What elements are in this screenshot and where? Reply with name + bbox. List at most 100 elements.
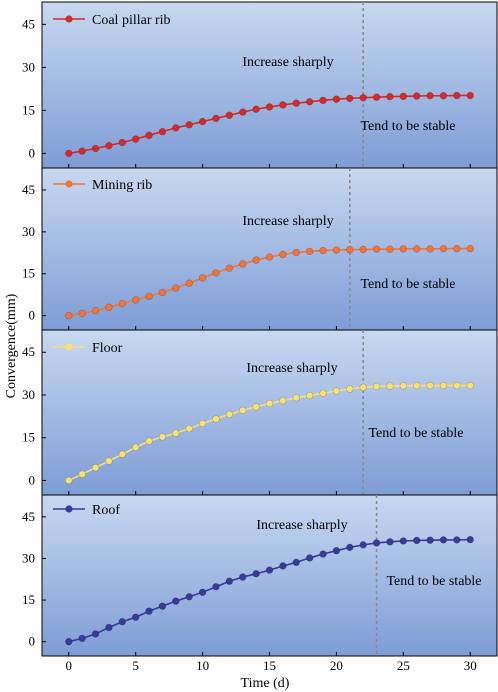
data-point: [212, 583, 220, 591]
data-point: [346, 246, 354, 254]
data-point: [239, 108, 247, 116]
data-point: [198, 274, 207, 282]
data-point: [265, 399, 274, 408]
data-point: [118, 138, 126, 147]
y-tick-label: 15: [22, 266, 35, 281]
data-point: [372, 539, 381, 547]
chart-panel-2: 0 15 30 45 Mining rib Increase sharply Tend to…: [22, 167, 498, 331]
data-point: [439, 536, 448, 544]
data-point: [453, 244, 461, 253]
data-point: [65, 476, 73, 485]
y-tick-label: 30: [22, 387, 35, 402]
data-point: [225, 410, 234, 419]
data-point: [252, 570, 260, 578]
annotation-increase-sharply: Increase sharply: [246, 361, 337, 376]
panels-group: 0 15 30 45 Coal pillar rib Increase sharply Te…: [22, 1, 498, 657]
data-point: [198, 117, 207, 126]
data-point: [212, 269, 220, 277]
legend: Mining rib: [53, 178, 152, 193]
data-point: [252, 256, 260, 264]
y-axis-title: Convergence(mm): [4, 293, 19, 398]
data-point: [131, 296, 140, 304]
annotation-tend-to-be-stable: Tend to be stable: [368, 426, 463, 441]
data-point: [145, 607, 153, 615]
data-point: [172, 597, 180, 605]
data-point: [466, 381, 474, 390]
panel-background: [41, 1, 498, 169]
data-point: [65, 311, 73, 320]
data-point: [332, 246, 341, 254]
data-point: [65, 637, 73, 646]
annotation-tend-to-be-stable: Tend to be stable: [360, 119, 455, 134]
data-point: [305, 391, 314, 400]
y-tick-label: 15: [22, 430, 35, 445]
data-point: [332, 387, 341, 395]
data-point: [466, 535, 474, 544]
data-point: [292, 558, 300, 567]
y-tick-label: 15: [22, 102, 35, 117]
data-point: [359, 383, 367, 391]
data-point: [386, 538, 394, 546]
data-point: [279, 101, 287, 109]
chart-panel-1: 0 15 30 45 Coal pillar rib Increase sharply Te…: [22, 1, 498, 169]
annotation-increase-sharply: Increase sharply: [242, 214, 333, 229]
data-point: [292, 99, 300, 107]
legend-marker: [65, 343, 73, 351]
annotation-tend-to-be-stable: Tend to be stable: [386, 574, 481, 589]
data-point: [346, 543, 354, 552]
x-tick-label: 20: [330, 658, 343, 673]
y-tick-label: 0: [29, 308, 36, 323]
data-point: [239, 406, 247, 415]
annotation-increase-sharply: Increase sharply: [256, 518, 347, 533]
data-point: [265, 103, 274, 111]
legend-label: Coal pillar rib: [92, 13, 171, 28]
data-point: [158, 602, 167, 610]
data-point: [212, 415, 220, 423]
data-point: [426, 381, 434, 390]
y-tick-label: 30: [22, 59, 35, 74]
data-point: [265, 566, 274, 574]
data-point: [279, 562, 287, 570]
data-point: [239, 260, 247, 268]
data-point: [413, 92, 421, 100]
data-point: [172, 284, 180, 292]
data-point: [399, 537, 408, 545]
data-point: [439, 381, 448, 390]
y-tick-label: 30: [22, 224, 35, 239]
data-point: [279, 250, 287, 259]
data-point: [158, 288, 167, 297]
x-axis-title: Time (d): [241, 676, 290, 691]
data-point: [305, 247, 314, 256]
data-point: [332, 95, 341, 103]
data-point: [225, 264, 234, 272]
chart-panel-3: 0 15 30 45 Floor Increase sharply Tend to be s…: [22, 329, 498, 496]
data-point: [453, 536, 461, 544]
data-point: [439, 92, 448, 100]
data-point: [252, 403, 260, 411]
y-tick-label: 45: [22, 182, 35, 197]
x-tick-label: 10: [196, 658, 209, 673]
data-point: [118, 450, 126, 458]
data-point: [386, 245, 394, 253]
data-point: [118, 618, 126, 626]
data-point: [359, 245, 367, 254]
data-point: [319, 246, 327, 255]
data-point: [172, 124, 180, 132]
data-point: [65, 149, 73, 158]
y-tick-label: 0: [29, 472, 36, 487]
legend: Roof: [53, 503, 120, 518]
data-point: [185, 424, 193, 433]
data-point: [105, 141, 113, 150]
data-point: [305, 98, 314, 106]
annotation-increase-sharply: Increase sharply: [242, 55, 333, 70]
data-point: [78, 147, 86, 155]
data-point: [145, 131, 153, 140]
y-tick-label: 15: [22, 592, 35, 607]
data-point: [426, 92, 434, 100]
data-point: [158, 127, 167, 136]
y-tick-label: 0: [29, 634, 36, 649]
data-point: [78, 634, 86, 643]
data-point: [319, 389, 327, 397]
data-point: [426, 245, 434, 253]
